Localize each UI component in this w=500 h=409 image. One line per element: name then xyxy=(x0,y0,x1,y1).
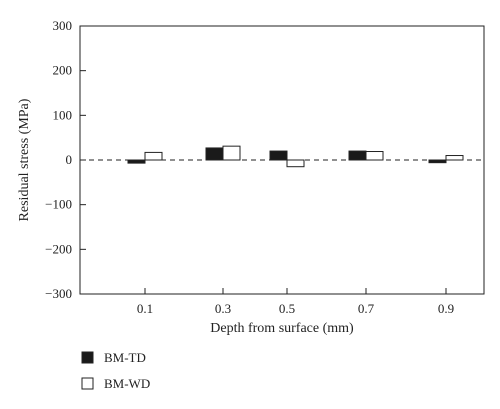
bar-bm-td-0.3 xyxy=(205,147,224,161)
bar-bm-wd-0.5 xyxy=(286,159,305,168)
bar-bm-wd-0.7 xyxy=(365,151,384,161)
bar-bm-wd-0.3 xyxy=(222,145,241,161)
x-axis-title: Depth from surface (mm) xyxy=(210,321,354,336)
legend-label: BM-WD xyxy=(104,376,150,391)
bar-series xyxy=(127,145,464,168)
x-tick-label: 0.1 xyxy=(137,301,153,316)
bar-bm-td-0.1 xyxy=(127,159,146,164)
legend-swatch xyxy=(81,377,94,390)
x-tick-label: 0.5 xyxy=(279,301,295,316)
y-axis: −300 −200 −100 0 100 200 300 xyxy=(45,18,86,301)
x-axis: 0.1 0.3 0.5 0.7 0.9 xyxy=(137,288,454,316)
y-tick-label: 100 xyxy=(53,107,73,122)
legend: BM-TD BM-WD xyxy=(81,350,150,391)
x-tick-label: 0.3 xyxy=(215,301,231,316)
y-axis-title: Residual stress (MPa) xyxy=(17,98,32,221)
legend-label: BM-TD xyxy=(104,350,146,365)
bar-bm-td-0.5 xyxy=(269,150,288,161)
legend-swatch xyxy=(81,351,94,364)
y-tick-label: −300 xyxy=(45,286,72,301)
y-tick-label: −200 xyxy=(45,241,72,256)
bar-bm-td-0.9 xyxy=(428,159,447,164)
bar-bm-wd-0.1 xyxy=(144,151,163,161)
bar-bm-wd-0.9 xyxy=(445,155,464,161)
y-tick-label: 200 xyxy=(53,63,73,78)
bar-bm-td-0.7 xyxy=(348,150,367,161)
x-tick-label: 0.9 xyxy=(438,301,454,316)
x-tick-label: 0.7 xyxy=(358,301,375,316)
y-tick-label: 300 xyxy=(53,18,73,33)
y-tick-label: 0 xyxy=(66,152,73,167)
y-tick-label: −100 xyxy=(45,197,72,212)
